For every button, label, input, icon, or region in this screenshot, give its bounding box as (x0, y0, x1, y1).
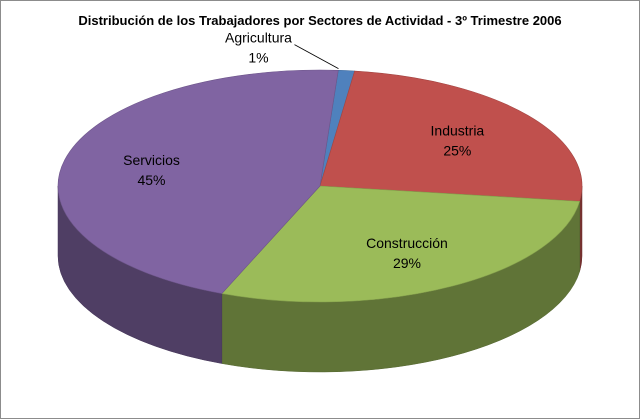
pie-slice-servicios (57, 69, 339, 294)
data-label-name: Construcción (366, 235, 448, 251)
data-label-value: 1% (248, 50, 268, 66)
data-label-value: 45% (137, 172, 165, 188)
pie-slice-industria (319, 70, 583, 202)
data-label-name: Servicios (123, 152, 180, 168)
data-label-value: 29% (393, 255, 421, 271)
leader-line-agricultura (294, 44, 339, 69)
pie-slice-construcción (221, 185, 581, 303)
data-label-name: Industria (431, 122, 485, 138)
data-labels: Agricultura 1% Industria 25% Construcción 29%… (123, 30, 484, 272)
label-leaders (294, 44, 339, 69)
data-label-name: Agricultura (225, 30, 292, 46)
pie-slices (57, 69, 583, 303)
data-label-value: 25% (443, 142, 471, 158)
chart-title: Distribución de los Trabajadores por Sec… (78, 13, 561, 28)
